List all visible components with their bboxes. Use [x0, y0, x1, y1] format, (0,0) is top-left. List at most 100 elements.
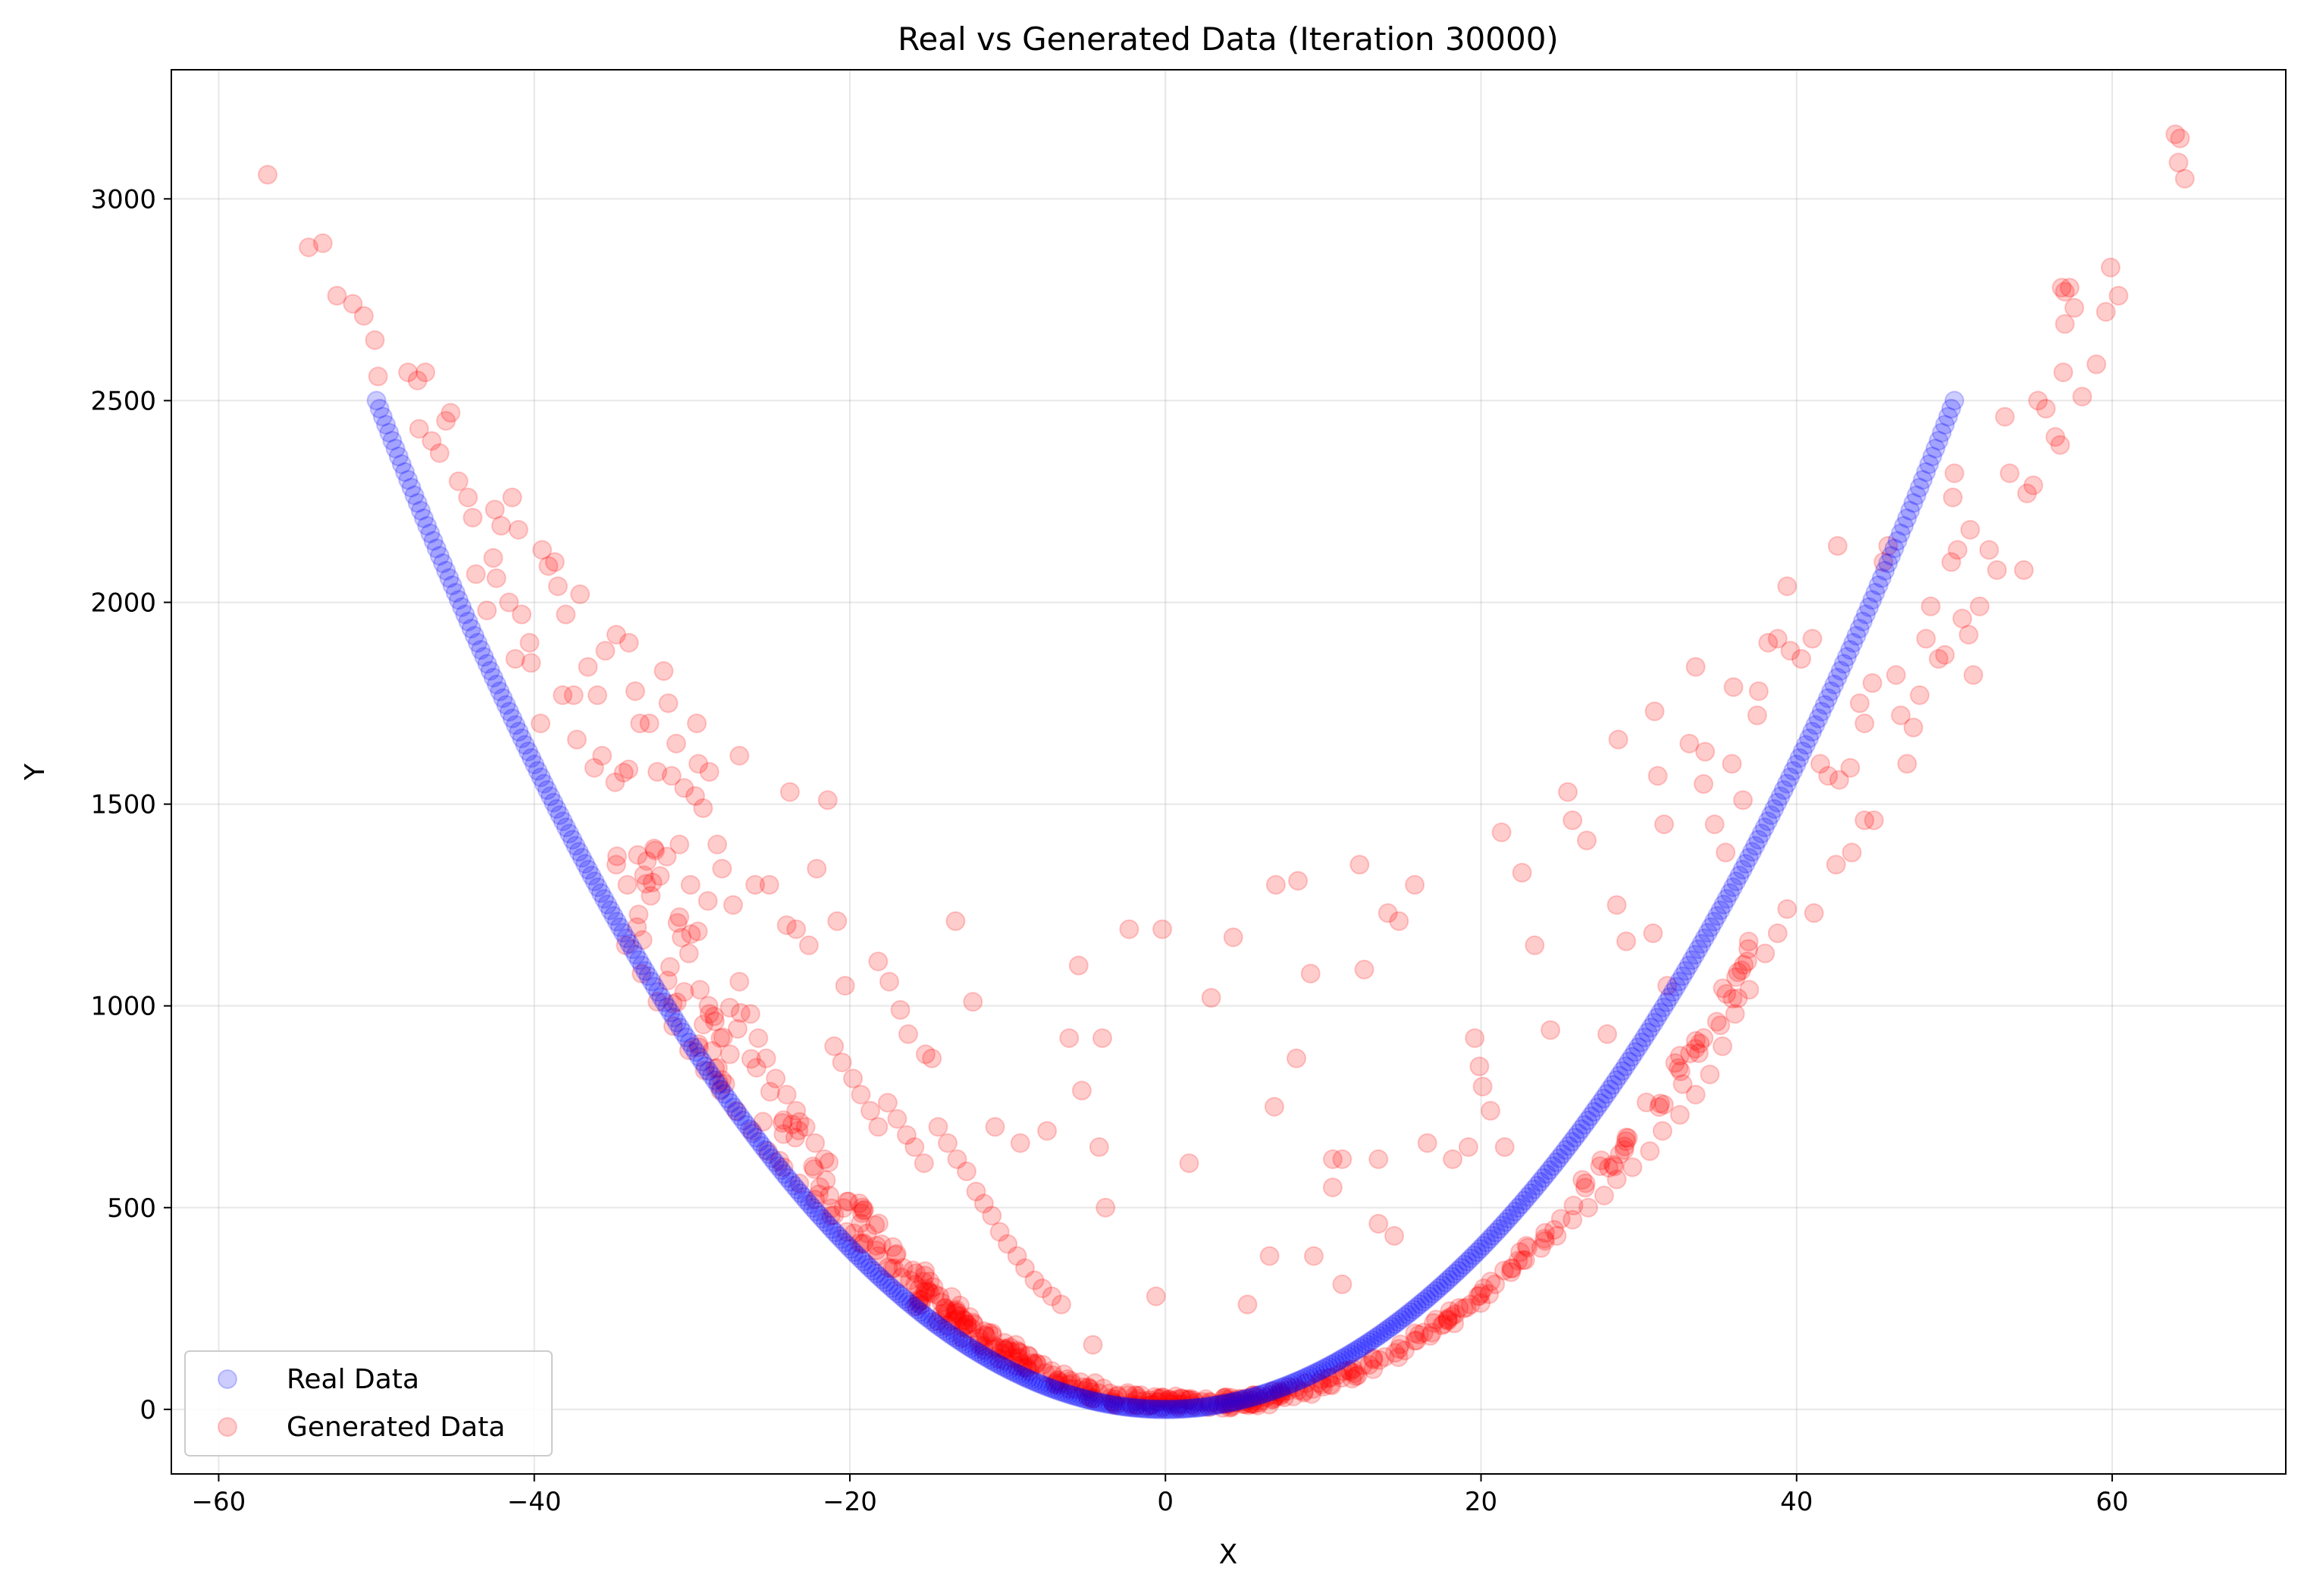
- generated-data-point: [1167, 1389, 1187, 1409]
- generated-data-point: [1508, 1250, 1528, 1271]
- generated-data-point: [1074, 1377, 1093, 1397]
- real-data-point: [815, 1212, 835, 1232]
- generated-data-point: [1026, 1353, 1046, 1373]
- generated-data-point: [1183, 1396, 1204, 1416]
- generated-data-point: [2055, 314, 2075, 334]
- generated-data-point: [979, 1322, 999, 1343]
- generated-data-point: [1471, 1283, 1491, 1303]
- generated-data-point: [947, 1303, 967, 1323]
- real-data-point: [1170, 1399, 1190, 1419]
- real-data-point: [838, 1236, 858, 1256]
- real-data-point: [616, 928, 637, 949]
- generated-data-point: [1916, 629, 1936, 649]
- generated-data-point: [960, 1307, 980, 1327]
- generated-data-point: [882, 1259, 902, 1279]
- real-data-point: [625, 945, 646, 965]
- real-data-point: [458, 611, 478, 632]
- generated-data-point: [1286, 1378, 1306, 1398]
- generated-data-point: [1001, 1341, 1021, 1362]
- generated-data-point: [1020, 1361, 1040, 1381]
- generated-data-point: [920, 1271, 940, 1292]
- generated-data-point: [1891, 705, 1911, 726]
- generated-data-point: [2023, 475, 2043, 496]
- real-data-point: [1751, 823, 1772, 844]
- legend-label-generated: Generated Data: [287, 1412, 505, 1443]
- generated-data-point: [1264, 1096, 1284, 1117]
- generated-data-point: [1970, 596, 1990, 616]
- generated-data-point: [712, 858, 732, 879]
- generated-data-point: [1146, 1286, 1166, 1306]
- generated-data-point: [1332, 1274, 1353, 1294]
- generated-data-point: [698, 996, 719, 1016]
- real-data-point: [998, 1359, 1019, 1380]
- generated-data-point: [1262, 1381, 1283, 1401]
- real-data-point: [1321, 1354, 1342, 1375]
- generated-data-point: [1243, 1385, 1263, 1406]
- real-data-point: [1761, 805, 1781, 826]
- y-tick-label: 2000: [90, 588, 156, 618]
- generated-data-point: [2045, 427, 2066, 447]
- generated-data-point: [705, 1058, 726, 1079]
- real-data-point: [1925, 438, 1945, 459]
- real-data-point: [869, 1266, 889, 1287]
- generated-data-point: [923, 1277, 944, 1297]
- generated-data-point: [505, 649, 525, 669]
- generated-data-point: [1850, 693, 1870, 713]
- generated-data-point: [917, 1279, 937, 1300]
- generated-data-point: [1590, 1156, 1610, 1177]
- generated-data-point: [961, 1318, 982, 1338]
- generated-data-point: [1920, 596, 1941, 616]
- generated-data-point: [925, 1284, 945, 1304]
- generated-data-point: [1008, 1342, 1028, 1362]
- real-data-point: [1046, 1380, 1067, 1400]
- generated-data-point: [782, 1115, 802, 1135]
- real-data-point: [926, 1314, 946, 1334]
- real-data-point: [1919, 454, 1939, 475]
- generated-data-point: [1045, 1375, 1065, 1394]
- real-data-point: [1486, 1222, 1506, 1243]
- generated-data-point: [1722, 754, 1742, 774]
- real-data-point: [1422, 1284, 1443, 1304]
- legend: Real Data Generated Data: [184, 1350, 553, 1456]
- generated-data-point: [710, 1028, 731, 1049]
- generated-data-point: [914, 1153, 934, 1174]
- real-data-point: [1463, 1245, 1484, 1265]
- generated-data-point: [1240, 1389, 1260, 1409]
- generated-data-point: [1737, 952, 1757, 971]
- real-data-point: [1517, 1187, 1537, 1207]
- generated-data-point: [1013, 1354, 1033, 1375]
- generated-data-point: [1854, 713, 1875, 734]
- generated-data-point: [1680, 1043, 1700, 1064]
- generated-data-point: [483, 547, 503, 568]
- generated-data-point: [1100, 1388, 1121, 1409]
- real-data-point: [1306, 1362, 1326, 1383]
- generated-data-point: [963, 1312, 983, 1333]
- generated-data-point: [639, 713, 660, 734]
- generated-data-point: [1266, 1385, 1287, 1406]
- generated-data-point: [908, 1293, 929, 1313]
- generated-data-point: [1405, 1323, 1425, 1344]
- real-data-point: [866, 1263, 886, 1284]
- generated-data-point: [868, 952, 889, 972]
- real-data-point: [468, 632, 487, 653]
- generated-data-point: [1544, 1220, 1564, 1240]
- real-data-point: [1735, 854, 1756, 874]
- generated-data-point: [1250, 1393, 1270, 1413]
- y-tick-label: 2500: [90, 386, 156, 416]
- generated-data-point: [869, 1213, 889, 1234]
- real-data-point: [632, 955, 652, 976]
- generated-data-point: [838, 1191, 859, 1212]
- real-data-point: [1441, 1266, 1462, 1287]
- real-data-point: [597, 895, 618, 914]
- real-data-point: [1849, 619, 1870, 639]
- x-tick-label: 20: [1465, 1487, 1497, 1517]
- generated-data-point: [1995, 406, 2015, 427]
- real-data-point: [774, 1164, 795, 1184]
- real-data-point: [1432, 1275, 1453, 1296]
- generated-data-point: [970, 1328, 989, 1349]
- generated-data-point: [1515, 1250, 1535, 1270]
- generated-data-point: [1704, 814, 1725, 835]
- generated-data-point: [1979, 540, 1999, 560]
- real-data-point: [1413, 1291, 1434, 1312]
- generated-data-point: [1243, 1385, 1263, 1406]
